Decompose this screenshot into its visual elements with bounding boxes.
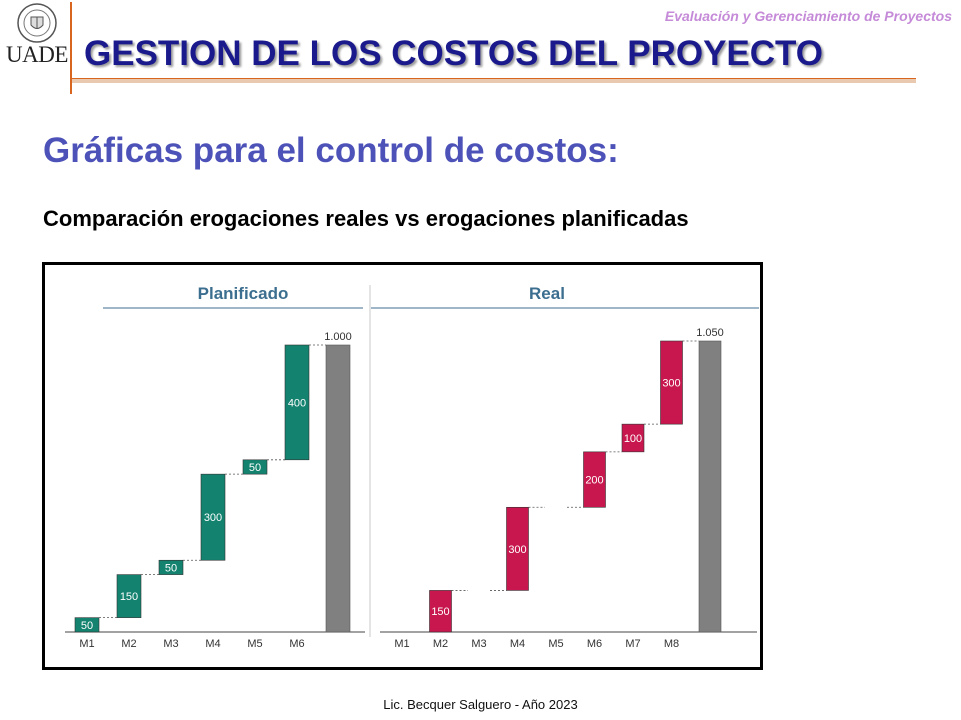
tick-label: M6	[587, 638, 602, 650]
tick-label: M4	[510, 638, 525, 650]
chart-frame: Planificado 50 M1 150 M2 50 M3 300 M4 50 M5 400 M6 1.…	[42, 262, 763, 670]
uade-logo: UADE	[4, 2, 70, 90]
waterfall-bar	[621, 423, 645, 453]
header-horizontal-rule	[72, 78, 916, 83]
chart-title-planificado: Planificado	[198, 284, 289, 303]
waterfall-bar	[583, 451, 606, 508]
waterfall-bar	[74, 617, 100, 633]
course-name: Evaluación y Gerenciamiento de Proyectos	[664, 8, 952, 24]
bar-value-label: 150	[120, 591, 138, 603]
tick-label: M6	[289, 638, 304, 650]
tick-label: M7	[625, 638, 640, 650]
tick-label: M1	[79, 638, 94, 650]
waterfall-bar	[429, 590, 452, 633]
chart-planificado: Planificado 50 M1 150 M2 50 M3 300 M4 50 M5 400 M6 1.…	[65, 284, 365, 650]
tick-label: M2	[433, 638, 448, 650]
bar-value-label: 100	[624, 433, 642, 445]
waterfall-bar	[242, 459, 268, 475]
tick-label: M3	[163, 638, 178, 650]
total-value-label: 1.050	[696, 327, 724, 339]
total-value-label: 1.000	[324, 331, 352, 343]
bar-value-label: 300	[204, 512, 222, 524]
tick-label: M4	[205, 638, 220, 650]
bar-value-label: 300	[508, 544, 526, 556]
waterfall-charts: Planificado 50 M1 150 M2 50 M3 300 M4 50 M5 400 M6 1.…	[65, 284, 759, 650]
bar-value-label: 150	[431, 606, 449, 618]
logo-text: UADE	[6, 42, 68, 67]
tick-label: M2	[121, 638, 136, 650]
bar-value-label: 300	[662, 378, 680, 390]
waterfall-bar	[284, 344, 310, 461]
university-seal-icon	[17, 3, 57, 43]
waterfall-bar	[506, 506, 529, 591]
tick-label: M5	[247, 638, 262, 650]
bar-value-label: 400	[288, 397, 306, 409]
bar-value-label: 200	[585, 475, 603, 487]
waterfall-bar	[200, 473, 226, 561]
header-vertical-rule	[70, 2, 72, 94]
waterfall-bar	[660, 340, 683, 425]
slide-subtitle: Gráficas para el control de costos:	[43, 131, 619, 170]
waterfall-bar	[158, 559, 184, 575]
bar-value-label: 50	[165, 562, 177, 574]
tick-label: M1	[394, 638, 409, 650]
footer-credit: Lic. Becquer Salguero - Año 2023	[383, 697, 578, 712]
tick-label: M3	[471, 638, 486, 650]
slide-title: GESTION DE LOS COSTOS DEL PROYECTO	[84, 34, 824, 73]
waterfall-bar	[116, 574, 142, 618]
chart-heading: Comparación erogaciones reales vs erogac…	[43, 206, 689, 231]
total-bar	[325, 344, 351, 633]
chart-real: Real M1 150 M2 M3 300 M4 M5 200 M6 100 M7 300 M8 1.050	[371, 284, 759, 650]
bar-value-label: 50	[249, 462, 261, 474]
chart-title-real: Real	[529, 284, 565, 303]
total-bar	[698, 340, 722, 633]
tick-label: M5	[548, 638, 563, 650]
tick-label: M8	[664, 638, 679, 650]
bar-value-label: 50	[81, 620, 93, 632]
